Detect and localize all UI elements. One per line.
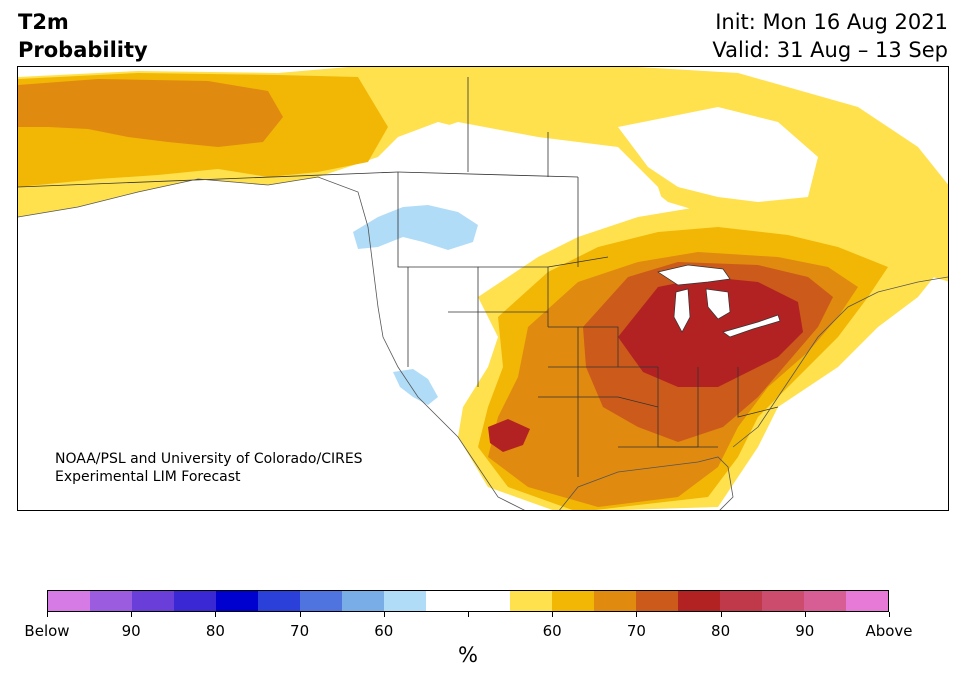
colorbar-tickmark [47,612,48,617]
colorbar-tick-label: 80 [205,622,225,640]
colorbar-tick-label: 70 [626,622,646,640]
colorbar-tickmark [804,612,806,617]
colorbar-tick-label: 90 [795,622,815,640]
forecast-map [17,66,949,511]
title-block: T2m Probability [18,8,148,64]
region-light-blue-north [353,205,478,250]
colorbar-segment [720,591,762,611]
title-variable: T2m [18,10,69,34]
colorbar-segment [216,591,258,611]
title-product: Probability [18,38,148,62]
lake-huron [705,288,731,320]
lake-michigan [673,288,691,333]
colorbar-tickmark [468,612,469,617]
colorbar-segment [174,591,216,611]
colorbar-segment [48,591,90,611]
colorbar-segment [132,591,174,611]
colorbar-tickmark [720,612,722,617]
region-orange-alaska [18,79,283,147]
colorbar-tick-label: 70 [290,622,310,640]
map-canvas [18,67,948,510]
colorbar-segment [300,591,342,611]
date-block: Init: Mon 16 Aug 2021 Valid: 31 Aug – 13… [712,8,948,64]
init-date: Init: Mon 16 Aug 2021 [715,10,948,34]
credit-line-1: NOAA/PSL and University of Colorado/CIRE… [55,451,363,467]
colorbar-tick-label: 60 [542,622,562,640]
colorbar-tick-label: 60 [374,622,394,640]
colorbar-segment [804,591,846,611]
region-neutral-east-canada [618,107,818,202]
colorbar-segment [258,591,300,611]
valid-range: Valid: 31 Aug – 13 Sep [712,38,948,62]
colorbar-segment [468,591,510,611]
lake-superior [657,264,731,286]
colorbar-tickmark [636,612,638,617]
colorbar-tick-label: 80 [711,622,731,640]
colorbar-segment [846,591,888,611]
coastlines [18,176,948,510]
colorbar-tickmark [299,612,301,617]
region-red-texas [488,419,530,452]
colorbar-segment [90,591,132,611]
colorbar-tickmark [383,612,385,617]
colorbar-segment [636,591,678,611]
colorbar-tickmark [215,612,217,617]
colorbar [47,590,889,612]
colorbar-segment [384,591,426,611]
region-red-great-lakes [618,277,803,387]
colorbar-segment [342,591,384,611]
credit-line-2: Experimental LIM Forecast [55,469,241,485]
colorbar-tickmark [131,612,133,617]
map-credit: NOAA/PSL and University of Colorado/CIRE… [55,450,363,486]
lake-erie-ontario [722,314,781,338]
colorbar-segment [552,591,594,611]
colorbar-tick-label: Above [865,622,913,640]
colorbar-tick-label: 90 [121,622,141,640]
colorbar-unit: % [458,643,478,667]
colorbar-segment [762,591,804,611]
region-light-blue-southwest [393,369,438,405]
colorbar-tickmark [889,612,890,617]
colorbar-tickmark [552,612,554,617]
colorbar-segment [510,591,552,611]
colorbar-tick-label: Below [24,622,70,640]
colorbar-segment [426,591,468,611]
colorbar-segment [594,591,636,611]
colorbar-segment [678,591,720,611]
